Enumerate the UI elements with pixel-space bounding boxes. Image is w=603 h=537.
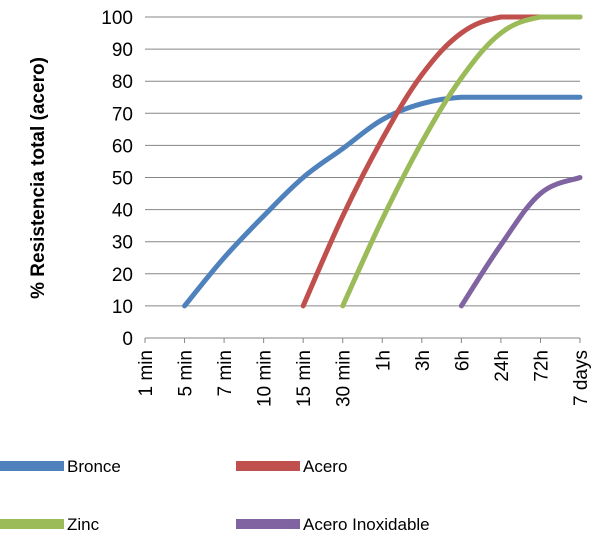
legend-label-zinc: Zinc bbox=[67, 515, 100, 534]
series-line-zinc bbox=[340, 14, 583, 309]
y-axis-ticks: 0 10 20 30 40 50 60 70 80 90 100 bbox=[101, 8, 133, 350]
legend-label-acero-inoxidable: Acero Inoxidable bbox=[303, 515, 430, 534]
y-tick-label: 0 bbox=[122, 329, 133, 350]
legend-swatch-acero bbox=[236, 461, 300, 471]
x-tick-label: 1h bbox=[373, 350, 394, 371]
y-tick-label: 40 bbox=[112, 201, 133, 222]
legend-swatch-acero-inoxidable bbox=[236, 519, 300, 529]
x-axis-ticks: 1 min 5 min 7 min 10 min 15 min 30 min 1h 3h 6h 2… bbox=[136, 338, 592, 407]
series-line-acero bbox=[300, 14, 583, 309]
x-tick-label: 1 min bbox=[136, 350, 157, 396]
y-tick-label: 10 bbox=[112, 297, 133, 318]
series-line-bronce bbox=[182, 94, 583, 309]
legend: Bronce Acero Zinc Acero Inoxidable bbox=[0, 457, 430, 534]
x-tick-label: 7 days bbox=[571, 350, 592, 406]
y-tick-label: 90 bbox=[112, 40, 133, 61]
y-tick-label: 60 bbox=[112, 136, 133, 157]
y-tick-label: 50 bbox=[112, 169, 133, 190]
x-tick-label: 3h bbox=[413, 350, 434, 371]
y-tick-label: 70 bbox=[112, 104, 133, 125]
x-tick-label: 72h bbox=[531, 350, 552, 382]
legend-swatch-bronce bbox=[0, 461, 64, 471]
series-lines bbox=[182, 14, 583, 309]
x-tick-label: 7 min bbox=[215, 350, 236, 396]
legend-label-acero: Acero bbox=[303, 457, 347, 476]
x-tick-label: 30 min bbox=[334, 350, 355, 407]
legend-label-bronce: Bronce bbox=[67, 457, 121, 476]
legend-swatch-zinc bbox=[0, 519, 64, 529]
x-tick-label: 15 min bbox=[294, 350, 315, 407]
y-tick-label: 100 bbox=[101, 8, 133, 29]
y-tick-label: 80 bbox=[112, 72, 133, 93]
y-axis-label: % Resistencia total (acero) bbox=[28, 57, 49, 299]
x-tick-label: 6h bbox=[452, 350, 473, 371]
x-tick-label: 24h bbox=[492, 350, 513, 382]
y-tick-label: 30 bbox=[112, 233, 133, 254]
y-tick-label: 20 bbox=[112, 265, 133, 286]
x-tick-label: 5 min bbox=[176, 350, 197, 396]
series-line-acero-inoxidable bbox=[458, 175, 583, 309]
x-tick-label: 10 min bbox=[255, 350, 276, 407]
